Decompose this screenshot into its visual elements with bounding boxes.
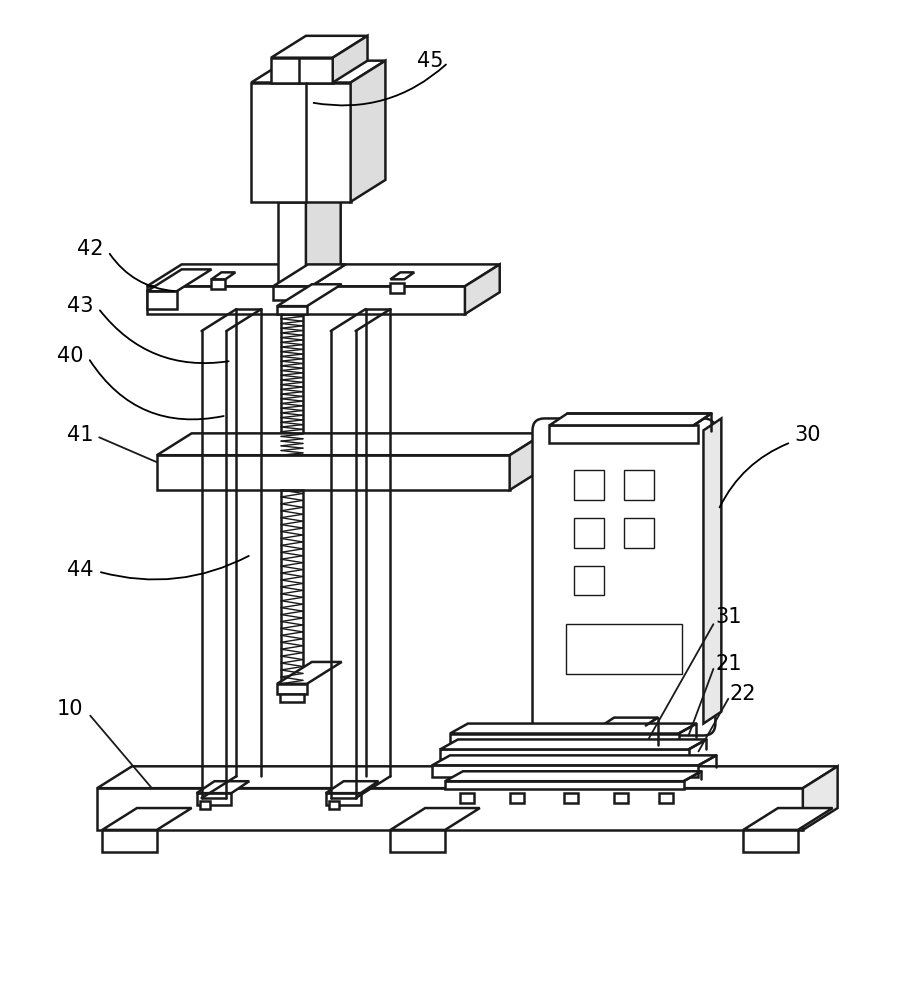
Polygon shape (211, 272, 236, 279)
Bar (277, 684, 307, 694)
Polygon shape (102, 808, 191, 830)
Bar (278, 202, 306, 289)
Text: 31: 31 (715, 607, 741, 627)
Bar (329, 801, 339, 809)
Bar (273, 286, 311, 300)
Polygon shape (602, 718, 658, 725)
Bar (614, 772, 634, 783)
Bar (199, 801, 209, 809)
Bar (624, 470, 654, 500)
Bar (197, 793, 231, 805)
Bar (564, 793, 578, 803)
Polygon shape (432, 755, 717, 766)
Polygon shape (390, 808, 480, 830)
Bar (157, 455, 510, 490)
Text: 41: 41 (67, 426, 93, 445)
Polygon shape (271, 35, 368, 58)
Bar (450, 733, 679, 747)
Polygon shape (278, 180, 341, 202)
Bar (271, 58, 333, 83)
Polygon shape (450, 723, 697, 733)
Bar (147, 291, 177, 309)
Text: 42: 42 (77, 240, 103, 260)
Text: 40: 40 (57, 346, 83, 366)
Bar (614, 793, 628, 803)
Bar (432, 766, 699, 778)
FancyArrowPatch shape (313, 65, 446, 105)
Polygon shape (743, 808, 833, 830)
Text: 45: 45 (417, 51, 443, 71)
Bar (574, 470, 604, 500)
Bar (251, 83, 351, 202)
FancyArrowPatch shape (90, 360, 224, 420)
Bar (97, 788, 803, 830)
Bar (574, 565, 604, 596)
Bar (281, 490, 303, 684)
Bar (566, 624, 681, 674)
Polygon shape (277, 662, 342, 684)
Polygon shape (277, 284, 342, 306)
Polygon shape (306, 180, 341, 289)
Bar (281, 315, 303, 455)
Polygon shape (549, 414, 711, 426)
Polygon shape (351, 61, 385, 202)
Polygon shape (440, 739, 707, 749)
Polygon shape (803, 767, 838, 830)
Bar (211, 279, 226, 289)
Polygon shape (251, 61, 385, 83)
Polygon shape (390, 272, 414, 279)
Bar (510, 793, 524, 803)
Bar (102, 830, 157, 852)
Polygon shape (326, 781, 379, 793)
Text: 30: 30 (795, 426, 821, 445)
Text: 21: 21 (715, 654, 741, 674)
Polygon shape (273, 264, 346, 286)
Polygon shape (465, 264, 500, 315)
Polygon shape (197, 781, 249, 793)
Polygon shape (97, 767, 838, 788)
Bar (549, 426, 699, 443)
Bar (743, 830, 798, 852)
Polygon shape (445, 772, 701, 781)
Polygon shape (510, 434, 545, 490)
Bar (659, 793, 672, 803)
Bar (390, 283, 404, 293)
Bar (277, 455, 307, 463)
FancyArrowPatch shape (101, 556, 249, 580)
Bar (574, 518, 604, 548)
Text: 22: 22 (730, 684, 757, 704)
Text: 10: 10 (57, 699, 83, 719)
FancyArrowPatch shape (100, 311, 228, 363)
Bar (390, 830, 445, 852)
FancyArrowPatch shape (719, 443, 788, 507)
Bar (624, 518, 654, 548)
Bar (440, 749, 689, 759)
FancyArrowPatch shape (110, 254, 174, 291)
Bar (277, 306, 307, 315)
Bar (326, 793, 361, 805)
Bar (602, 725, 646, 753)
Bar (280, 694, 304, 702)
Bar (445, 781, 684, 789)
Bar (147, 286, 465, 315)
Bar (608, 753, 640, 772)
Polygon shape (703, 419, 721, 723)
Polygon shape (147, 264, 500, 286)
Polygon shape (157, 434, 545, 455)
Polygon shape (333, 35, 368, 83)
Text: 44: 44 (67, 559, 93, 580)
Bar (460, 793, 474, 803)
Polygon shape (147, 269, 211, 291)
FancyBboxPatch shape (533, 419, 716, 735)
Text: 43: 43 (67, 296, 93, 317)
